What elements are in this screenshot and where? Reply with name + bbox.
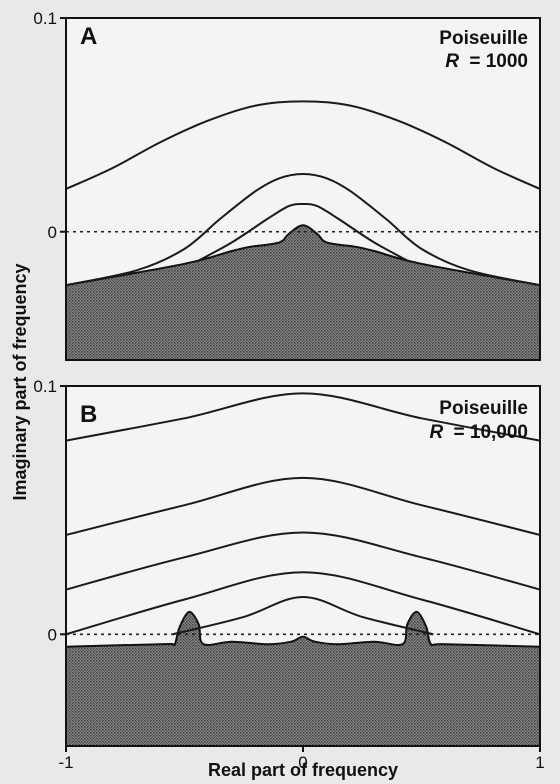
panel-a-r-label: R = 1000	[445, 51, 528, 72]
panel-a-flow-label: Poiseuille	[439, 28, 528, 49]
panel-b: 0.10 -1 0 1 B Poiseuille R = 10,000	[33, 377, 544, 772]
panel-b-xticks: -1 0 1	[58, 746, 545, 772]
panel-b-xtick-label-3: 1	[535, 753, 544, 772]
panel-b-curves	[65, 392, 541, 636]
panel-b-curve-5	[172, 595, 434, 636]
panel-b-curve-4	[65, 571, 541, 636]
panel-b-xtick-label-2: 0	[298, 753, 307, 772]
panel-b-curve-3	[65, 531, 541, 591]
panel-b-r-symbol: R	[429, 422, 443, 443]
panel-b-yticks: 0.10	[33, 377, 66, 644]
panel-a-r-symbol: R	[445, 51, 459, 72]
panel-a-yticks: 0.10	[33, 9, 66, 242]
panel-a: 0.10 A Poiseuille R = 1000	[33, 9, 541, 361]
panel-a-ytick-label-1: 0.1	[33, 9, 57, 28]
panel-a-curves	[65, 100, 541, 287]
panel-b-spectrum-fill	[65, 610, 541, 747]
panel-b-letter: B	[80, 401, 97, 428]
panel-a-letter: A	[80, 23, 97, 50]
panel-a-ytick-label-2: 0	[48, 223, 57, 242]
panel-a-spectrum-fill	[65, 224, 541, 361]
panel-b-r-value: = 10,000	[454, 422, 529, 443]
y-axis-title: Imaginary part of frequency	[10, 263, 30, 500]
panel-b-curve-1	[65, 392, 541, 442]
panel-a-curve-2	[65, 172, 541, 287]
panel-b-flow-label: Poiseuille	[439, 398, 528, 419]
panel-b-xtick-label-1: -1	[58, 753, 73, 772]
panel-b-ytick-label-1: 0.1	[33, 377, 57, 396]
panel-b-ytick-label-2: 0	[48, 625, 57, 644]
panel-a-r-value: = 1000	[469, 51, 528, 72]
panel-a-curve-1	[65, 100, 541, 190]
panel-b-r-label: R = 10,000	[429, 422, 528, 443]
panel-a-curve-3	[195, 202, 411, 263]
x-axis-title: Real part of frequency	[208, 760, 398, 780]
panel-b-curve-2	[65, 476, 541, 536]
